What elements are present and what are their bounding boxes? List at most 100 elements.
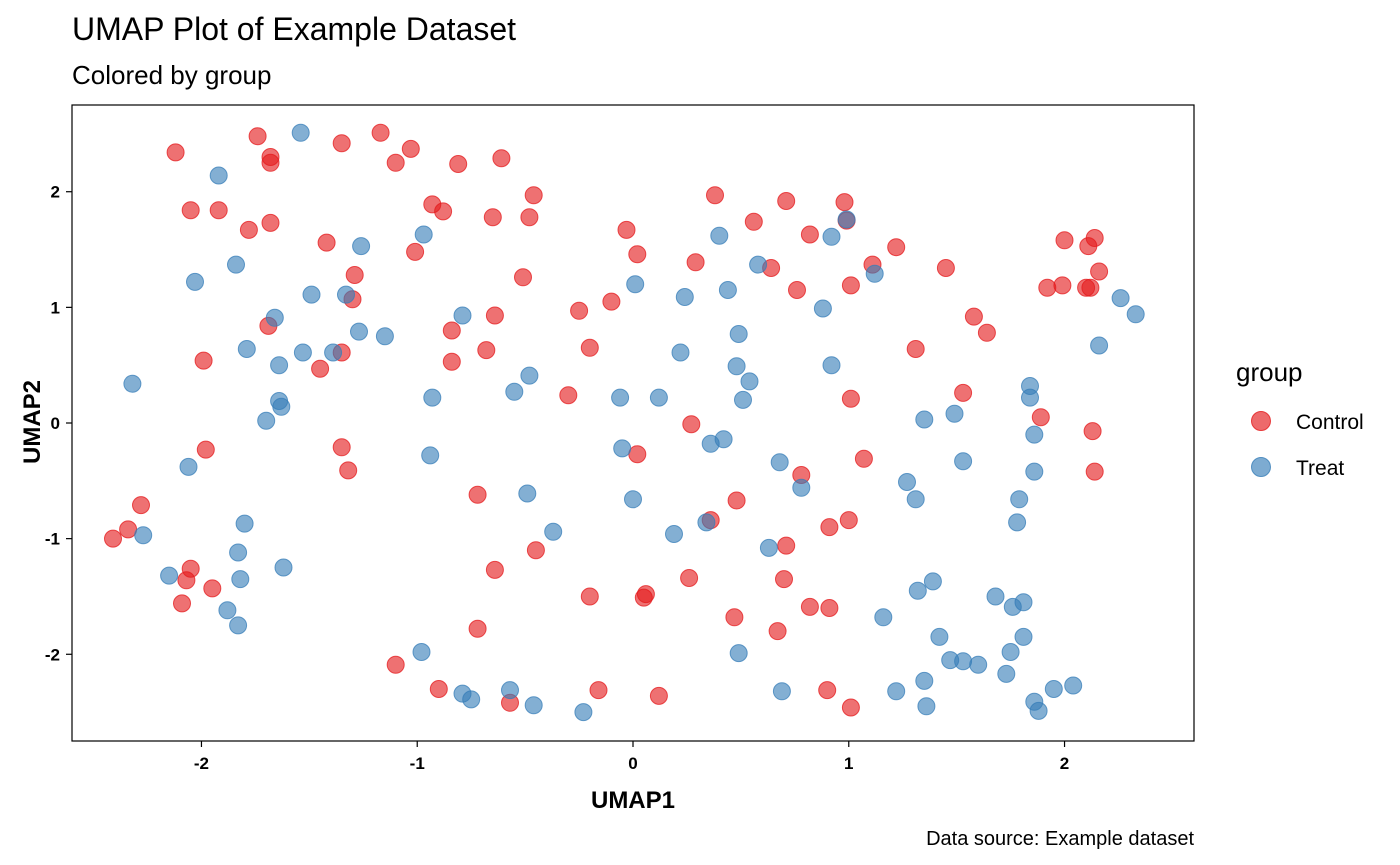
data-point-control-21 [345,266,364,284]
data-point-treat-72 [906,490,925,509]
data-point-treat-68 [865,264,884,283]
data-point-treat-7 [337,285,355,304]
data-point-treat-75 [917,697,936,716]
data-point-treat-15 [453,306,472,325]
data-point-control-70 [977,323,996,342]
chart-caption: Data source: Example dataset [926,828,1194,850]
data-point-treat-4 [352,237,371,256]
data-point-treat-36 [218,601,237,620]
data-point-treat-83 [969,655,988,674]
legend-label-control: Control [1296,411,1364,434]
data-point-treat-5 [414,225,433,244]
data-point-control-69 [964,307,983,326]
data-point-treat-27 [179,457,198,476]
data-point-control-84 [820,518,839,537]
data-point-control-103 [1031,408,1050,427]
data-point-control-85 [839,511,858,530]
data-point-control-54 [628,245,647,264]
data-point-control-24 [485,306,504,325]
data-point-treat-98 [1044,680,1063,698]
data-point-treat-51 [574,703,593,722]
data-point-treat-74 [915,671,934,690]
data-point-control-32 [332,438,351,457]
data-point-control-8 [332,134,351,153]
data-point-control-45 [468,619,487,638]
data-point-treat-60 [727,357,746,376]
data-point-control-66 [887,238,906,257]
data-point-control-93 [818,681,837,700]
data-point-treat-52 [729,644,748,663]
data-point-treat-90 [1014,593,1033,612]
data-point-control-61 [788,281,806,299]
data-point-control-62 [835,193,854,212]
data-point-control-67 [936,259,955,277]
y-axis-ticks: -2 -1 0 1 2 [45,183,72,664]
data-point-treat-81 [954,452,973,471]
data-point-treat-22 [520,366,539,385]
data-point-control-53 [617,220,636,239]
y-axis-title: UMAP2 [19,380,46,464]
data-point-treat-63 [749,255,768,274]
data-point-control-82 [777,536,796,555]
data-point-treat-29 [544,522,563,541]
data-point-treat-73 [908,581,927,600]
data-point-control-104 [1083,422,1102,441]
x-axis-title: UMAP1 [591,787,675,814]
data-point-treat-64 [813,299,832,318]
data-point-control-89 [725,608,744,627]
data-point-control-41 [173,594,191,613]
data-point-treat-13 [324,343,343,362]
data-point-treat-44 [770,453,789,472]
data-point-treat-54 [626,275,645,294]
data-point-control-101 [1085,229,1104,247]
data-point-control-47 [429,680,448,698]
data-point-treat-19 [257,411,276,430]
data-point-treat-61 [740,372,759,391]
data-point-treat-38 [624,490,642,509]
data-point-control-26 [442,352,461,371]
data-point-control-25 [442,321,461,340]
data-point-control-9 [371,123,390,142]
data-point-control-87 [800,597,819,616]
data-point-treat-24 [649,388,668,407]
data-point-treat-58 [718,281,737,299]
data-point-control-14 [524,186,543,205]
data-point-control-10 [401,139,420,158]
data-point-control-51 [570,301,589,320]
data-point-control-73 [854,449,873,468]
data-point-control-98 [1081,278,1100,297]
data-point-treat-70 [887,682,906,701]
data-point-treat-100 [1111,289,1130,308]
data-point-control-92 [589,681,608,700]
data-point-control-3 [261,153,280,172]
data-point-treat-34 [160,566,179,585]
data-point-control-86 [680,569,699,587]
legend-swatch-treat [1251,457,1271,477]
data-point-control-20 [406,242,425,261]
data-point-treat-26 [421,446,440,465]
data-point-treat-76 [915,410,934,429]
data-point-treat-66 [822,227,841,246]
data-point-control-57 [744,212,763,231]
data-point-control-100 [1055,231,1074,250]
data-point-treat-6 [302,285,321,304]
data-point-treat-65 [822,356,841,375]
data-point-control-64 [841,276,860,295]
data-point-treat-9 [375,327,394,346]
data-point-treat-49 [501,681,519,700]
data-point-treat-89 [1010,490,1029,509]
data-point-control-44 [485,560,504,579]
data-point-control-23 [514,268,532,287]
x-tick-label-2: 0 [628,754,637,773]
data-point-control-17 [483,208,502,227]
data-point-treat-101 [1126,305,1145,324]
data-point-control-75 [682,415,701,434]
data-point-treat-50 [524,696,543,715]
data-point-treat-69 [874,608,893,627]
data-point-treat-30 [134,526,153,545]
data-point-control-1 [248,127,267,146]
data-point-control-4 [181,201,200,220]
data-point-treat-97 [1029,701,1048,720]
data-point-treat-57 [710,226,729,245]
